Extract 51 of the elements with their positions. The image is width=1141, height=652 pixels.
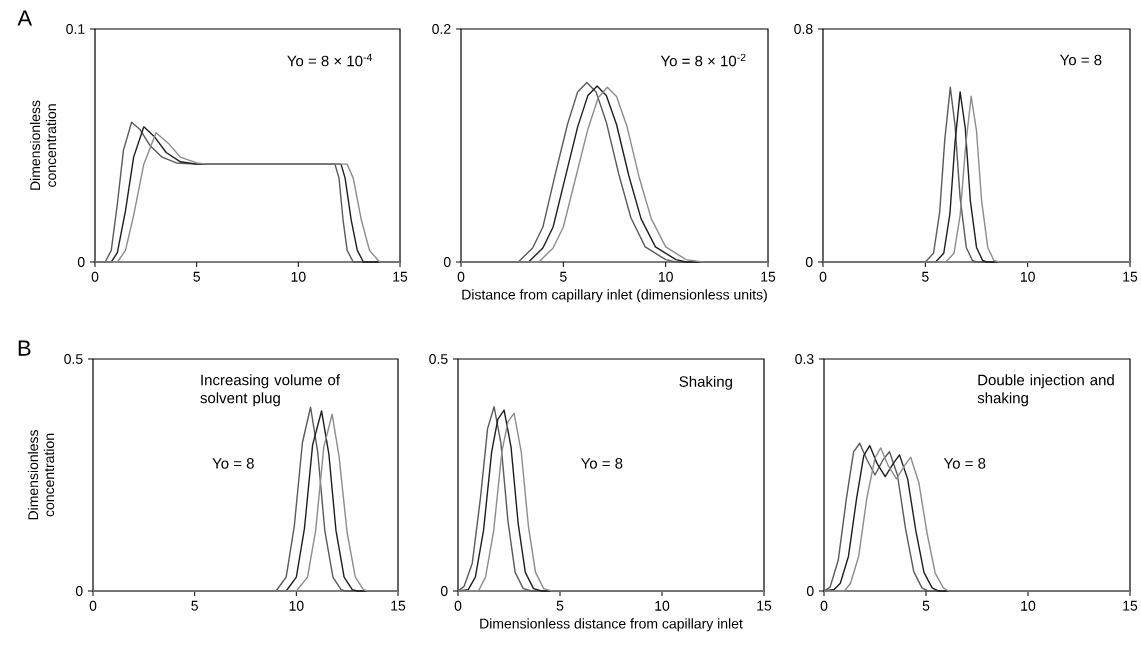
text: A [17, 10, 33, 26]
x-tick-label: 0 [820, 600, 828, 611]
y-tick-label: 0.1 [66, 24, 85, 34]
y-tick-label: 0.2 [432, 24, 451, 34]
y-tick-label: 0.3 [795, 354, 814, 364]
x-tick-label: 0 [457, 271, 465, 282]
y-tick-label: 0 [75, 586, 83, 596]
annotation: Yo = 8 × 10$^{-2}$ [660, 53, 746, 67]
x-tick-label: 5 [560, 271, 567, 282]
x-tick-label: 0 [91, 271, 99, 282]
y-tick-label: 0 [77, 257, 85, 267]
x-tick-label: 10 [1020, 271, 1035, 282]
x-tick-label: 10 [658, 271, 673, 282]
x-tick-label: 15 [1123, 271, 1138, 282]
x-tick-label: 5 [193, 271, 200, 282]
x-tick-label: 5 [556, 600, 564, 611]
x-tick-label: 5 [922, 271, 929, 282]
annotation: Increasing volume of solvent plug [200, 374, 341, 407]
x-tick-label: 10 [655, 600, 670, 611]
x-axis-title: Dimensionless distance from capillary inlet [480, 618, 743, 632]
y-tick-label: 0 [443, 257, 451, 267]
x-tick-label: 0 [89, 600, 97, 611]
x-tick-label: 0 [454, 600, 462, 611]
x-tick-label: 10 [291, 271, 306, 282]
y-axis-title: Dimensionless concentration [27, 430, 55, 520]
annotation: Yo = 8 [943, 458, 986, 469]
y-axis-title: Dimensionless concentration [29, 100, 57, 190]
annotation: Double injection and shaking [977, 374, 1114, 407]
y-tick-label: 0 [806, 586, 814, 596]
x-tick-label: 15 [757, 600, 772, 611]
annotation: Yo = 8 [1060, 54, 1102, 66]
x-tick-label: 15 [761, 271, 776, 282]
annotation: Yo = 8 [212, 458, 254, 469]
y-tick-label: 0.5 [64, 354, 83, 364]
annotation: Yo = 8 [580, 458, 623, 469]
x-tick-label: 15 [391, 600, 406, 611]
text: B [18, 340, 31, 356]
x-tick-label: 10 [1021, 600, 1036, 611]
y-tick-label: 0 [805, 257, 813, 267]
annotation: Shaking [679, 375, 732, 390]
x-tick-label: 0 [819, 271, 827, 282]
y-tick-label: 0.5 [429, 354, 448, 364]
x-tick-label: 5 [191, 600, 198, 611]
x-tick-label: 15 [1123, 600, 1138, 611]
annotation: Yo = 8 × 10$^{-4}$ [287, 53, 373, 67]
x-tick-label: 15 [393, 271, 408, 282]
y-tick-label: 0 [440, 586, 448, 596]
x-tick-label: 10 [289, 600, 304, 611]
y-tick-label: 0.8 [794, 24, 813, 34]
x-axis-title: Distance from capillary inlet (dimensionless units) [462, 289, 767, 303]
x-tick-label: 5 [922, 600, 930, 611]
